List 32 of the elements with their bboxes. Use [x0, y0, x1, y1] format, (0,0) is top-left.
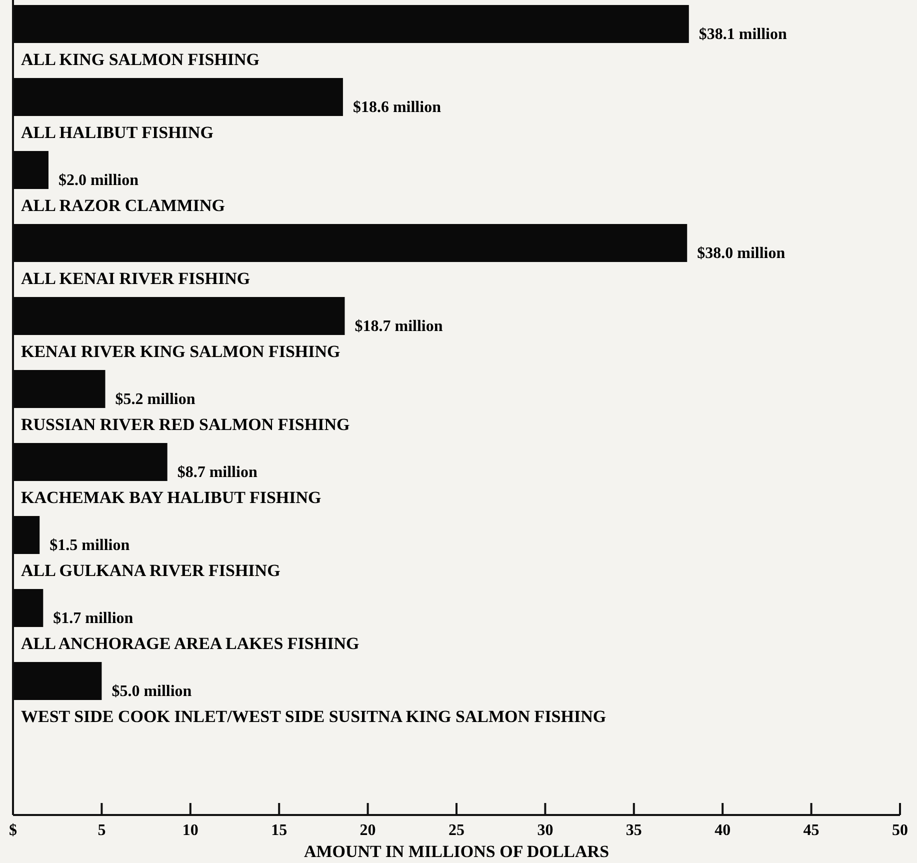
y-tick-label: ALL KING SALMON FISHING	[21, 50, 260, 69]
x-tick-label: 35	[626, 822, 642, 839]
data-label: $18.6 million	[352, 99, 442, 116]
y-tick-label: ALL RAZOR CLAMMING	[21, 196, 226, 215]
x-tick-label: 10	[182, 822, 198, 839]
y-tick-label: KENAI RIVER KING SALMON FISHING	[21, 342, 340, 361]
y-tick-label: ALL GULKANA RIVER FISHING	[21, 561, 280, 580]
y-tick-label: RUSSIAN RIVER RED SALMON FISHING	[21, 415, 350, 434]
data-label: $38.1 million	[698, 26, 788, 43]
x-axis-title: AMOUNT IN MILLIONS OF DOLLARS	[304, 842, 610, 861]
data-label: $8.7 million	[177, 464, 258, 481]
data-label: $1.7 million	[53, 610, 134, 627]
x-tick-label: 50	[892, 822, 908, 839]
x-tick-label: 20	[360, 822, 376, 839]
data-label: $5.2 million	[115, 391, 196, 408]
x-tick-label: 40	[714, 822, 731, 839]
data-label: $38.0 million	[697, 245, 786, 262]
x-tick-label: $	[9, 822, 17, 839]
x-tick-label: 25	[448, 822, 464, 839]
y-tick-label: KACHEMAK BAY HALIBUT FISHING	[21, 488, 322, 507]
data-label: $5.0 million	[112, 683, 192, 700]
y-tick-label: WEST SIDE COOK INLET/WEST SIDE SUSITNA KING SALMON FISHING	[21, 707, 606, 726]
x-tick-label: 5	[98, 822, 106, 839]
x-tick-label: 45	[803, 822, 820, 839]
y-tick-label: ALL ANCHORAGE AREA LAKES FISHING	[21, 634, 360, 653]
y-tick-label: ALL HALIBUT FISHING	[21, 123, 214, 142]
y-tick-label: ALL KENAI RIVER FISHING	[21, 269, 250, 288]
x-tick-label: 15	[271, 822, 288, 839]
data-label: $18.7 million	[354, 318, 443, 335]
x-tick-label: 30	[537, 822, 554, 839]
data-label: $1.5 million	[50, 537, 130, 554]
data-label: $2.0 million	[58, 172, 139, 189]
